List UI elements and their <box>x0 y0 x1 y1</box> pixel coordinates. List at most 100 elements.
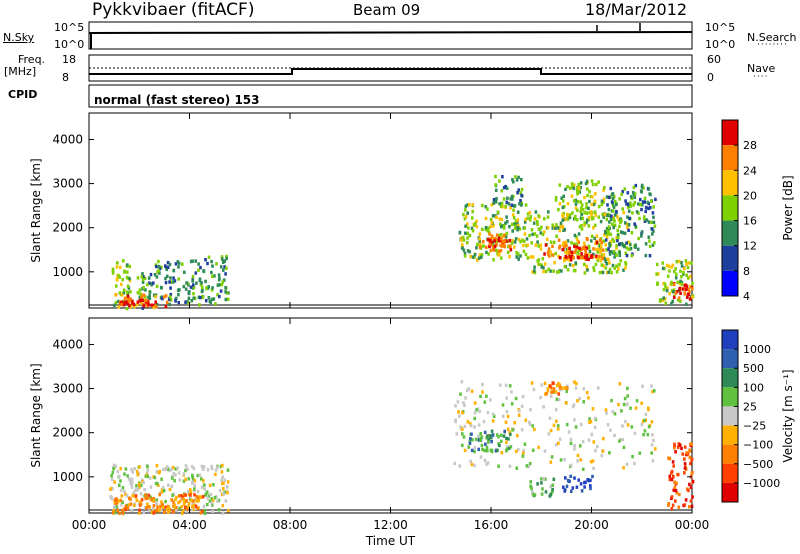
station-title: Pykkvibaer (fitACF) <box>92 0 255 20</box>
power-colorbar-label: 12 <box>743 240 757 253</box>
noise-left-tick-bottom: 10^0 <box>54 38 85 51</box>
power-colorbar-frame <box>721 119 739 297</box>
noise-right-tick-bottom: 10^0 <box>705 38 736 51</box>
velocity-colorbar-title: Velocity [m s⁻¹] <box>781 369 795 462</box>
power-echo-region <box>492 174 524 209</box>
power-echo-region <box>655 259 695 306</box>
velocity-colorbar-label: 25 <box>743 400 757 413</box>
velocity-colorbar-swatch <box>722 349 738 369</box>
time-tick-label: 04:00 <box>172 518 207 532</box>
noise-sky-trace <box>88 31 693 34</box>
velocity-echo-region <box>453 380 657 471</box>
velocity-ytick-label: 3000 <box>52 382 83 396</box>
noise-left-tick-top: 10^5 <box>54 21 85 34</box>
velocity-ytick-label: 2000 <box>52 426 83 440</box>
time-tick-label: 08:00 <box>273 518 308 532</box>
velocity-colorbar-swatch <box>722 425 738 445</box>
time-tick-label: 00:00 <box>72 518 107 532</box>
velocity-echo-region <box>152 499 190 513</box>
noise-search-label: N.Search <box>747 31 797 44</box>
power-colorbar-swatch <box>722 220 738 246</box>
freq-unit-label: [MHz] <box>4 65 37 78</box>
time-tick-label: 16:00 <box>474 518 509 532</box>
nave-label: Nave <box>747 62 776 75</box>
velocity-echo-region <box>468 429 513 454</box>
power-colorbar-label: 28 <box>743 139 757 152</box>
freq-right-tick-top: 60 <box>707 53 721 66</box>
velocity-ytick-label: 4000 <box>52 337 83 351</box>
noise-panel-frame <box>88 21 693 50</box>
power-colorbar-swatch <box>722 120 738 146</box>
velocity-colorbar-label: −1000 <box>743 477 780 490</box>
freq-right-tick-bottom: 0 <box>707 71 714 84</box>
date-title: 18/Mar/2012 <box>585 0 688 19</box>
noise-right-tick-top: 10^5 <box>705 21 736 34</box>
cpid-label: CPID <box>8 88 38 101</box>
freq-left-tick-bottom: 8 <box>62 71 69 84</box>
power-echo-region <box>543 236 606 262</box>
power-ytick-label: 4000 <box>52 132 83 146</box>
power-echo-region <box>561 245 588 260</box>
power-colorbar-swatch <box>722 195 738 221</box>
power-echo-region <box>487 236 508 249</box>
power-ylabel: Slant Range [km] <box>29 158 43 262</box>
power-colorbar-swatch <box>722 170 738 196</box>
power-ytick-label: 2000 <box>52 221 83 235</box>
velocity-colorbar-swatch <box>722 387 738 407</box>
velocity-colorbar-swatch <box>722 368 738 388</box>
power-colorbar-swatch <box>722 145 738 171</box>
power-panel <box>89 174 695 311</box>
power-colorbar-label: 24 <box>743 164 757 177</box>
power-colorbar-label: 8 <box>743 265 750 278</box>
power-colorbar-label: 4 <box>743 290 750 303</box>
velocity-colorbar-label: 1000 <box>743 343 771 356</box>
power-echo-region <box>554 179 607 222</box>
velocity-colorbar-frame <box>721 329 739 503</box>
velocity-colorbar-label: 500 <box>743 362 764 375</box>
power-colorbar-swatch <box>722 245 738 271</box>
velocity-colorbar-swatch <box>722 482 738 502</box>
freq-left-tick-top: 18 <box>62 53 76 66</box>
velocity-echo-region <box>667 442 695 511</box>
freq-trace <box>89 68 692 75</box>
velocity-echo-region <box>562 474 594 493</box>
panel-velocity-frame <box>88 317 693 514</box>
beam-title: Beam 09 <box>353 1 421 19</box>
velocity-colorbar-swatch <box>722 330 738 350</box>
velocity-panel <box>89 380 695 516</box>
nave-dots: ···· <box>753 72 769 82</box>
velocity-colorbar-label: −25 <box>743 420 766 433</box>
power-echo-region <box>604 183 657 258</box>
time-axis-label: Time UT <box>365 534 416 548</box>
power-echo-region <box>154 259 205 307</box>
power-colorbar-swatch <box>722 270 738 296</box>
power-echo-region <box>458 201 532 262</box>
power-ytick-label: 3000 <box>52 177 83 191</box>
power-colorbar-label: 20 <box>743 189 757 202</box>
power-ytick-label: 1000 <box>52 265 83 279</box>
velocity-colorbar-swatch <box>722 463 738 483</box>
velocity-colorbar-swatch <box>722 444 738 464</box>
velocity-ylabel: Slant Range [km] <box>29 363 43 467</box>
noise-sky-label: N.Sky <box>3 31 35 44</box>
time-tick-label: 20:00 <box>574 518 609 532</box>
velocity-colorbar-label: −500 <box>743 458 773 471</box>
power-echo-region <box>528 210 632 275</box>
power-echo-region <box>202 254 230 306</box>
cpid-panel-frame <box>88 84 693 108</box>
velocity-colorbar-swatch <box>722 406 738 426</box>
freq-label: Freq. <box>18 53 46 66</box>
power-echo-region <box>119 297 150 308</box>
cpid-value: normal (fast stereo) 153 <box>94 93 260 107</box>
power-colorbar-label: 16 <box>743 215 757 228</box>
power-colorbar-title: Power [dB] <box>781 175 795 240</box>
velocity-ytick-label: 1000 <box>52 470 83 484</box>
time-tick-label: 00:00 <box>675 518 710 532</box>
velocity-echo-region <box>529 477 556 498</box>
velocity-colorbar-label: 100 <box>743 381 764 394</box>
power-echo-region <box>672 282 694 301</box>
noise-search-dots: ········ <box>757 40 788 50</box>
velocity-echo-region <box>543 381 569 396</box>
velocity-colorbar-label: −100 <box>743 439 773 452</box>
